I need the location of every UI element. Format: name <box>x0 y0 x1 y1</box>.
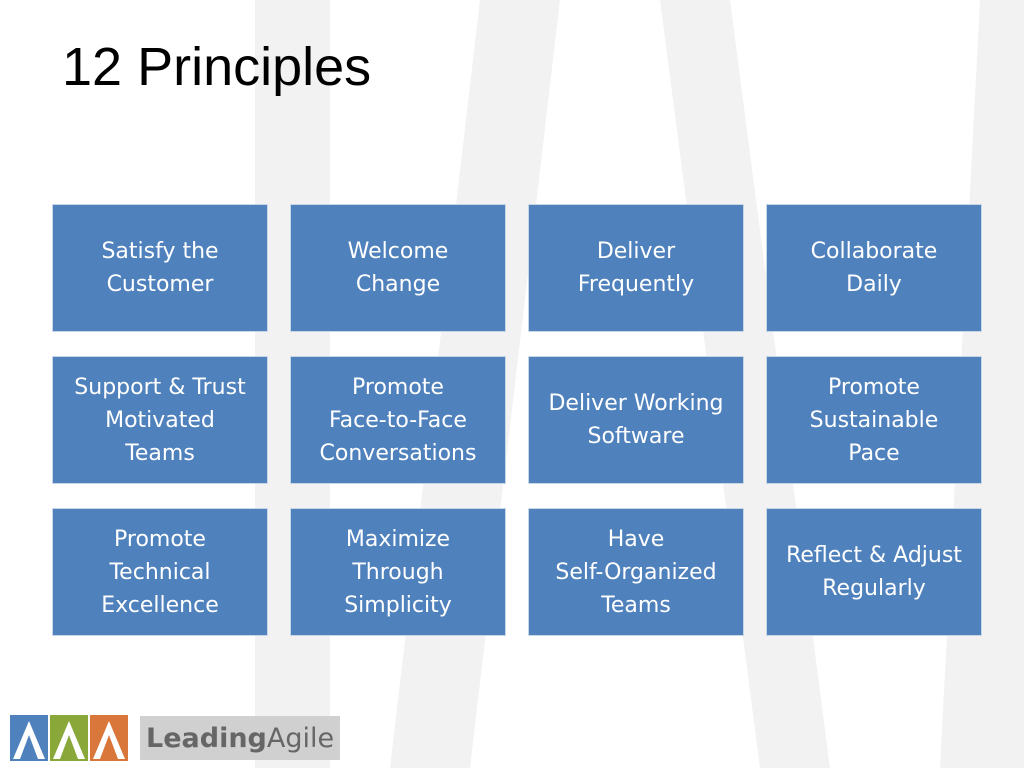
principle-tile: Collaborate Daily <box>767 205 981 331</box>
principle-tile: Satisfy the Customer <box>53 205 267 331</box>
brand-name-bold: Leading <box>146 722 267 754</box>
brand-name-light: Agile <box>266 722 335 754</box>
principle-label: Promote Sustainable Pace <box>809 374 939 466</box>
principle-label: Collaborate Daily <box>810 239 938 297</box>
green-arrow-icon <box>50 715 88 761</box>
principle-tile: Promote Technical Excellence <box>53 509 267 635</box>
principle-tile: Welcome Change <box>291 205 505 331</box>
principle-label: Promote Technical Excellence <box>101 526 219 618</box>
leadingagile-logo: Leading Agile <box>10 714 341 762</box>
orange-arrow-icon <box>90 715 128 761</box>
principle-tile: Deliver Working Software <box>529 357 743 483</box>
principle-label: Reflect & Adjust Regularly <box>786 543 962 601</box>
principle-tile: Maximize Through Simplicity <box>291 509 505 635</box>
principle-tile: Have Self-Organized Teams <box>529 509 743 635</box>
principle-label: Deliver Working Software <box>548 391 724 449</box>
principle-label: Maximize Through Simplicity <box>344 526 452 618</box>
slide-title: 12 Principles <box>62 37 372 97</box>
principle-tile: Promote Sustainable Pace <box>767 357 981 483</box>
principle-label: Deliver Frequently <box>577 239 695 297</box>
principle-tile: Promote Face-to-Face Conversations <box>291 357 505 483</box>
principle-tile: Deliver Frequently <box>529 205 743 331</box>
principle-label: Promote Face-to-Face Conversations <box>319 374 477 466</box>
principles-grid: Satisfy the Customer Welcome Change Deli… <box>53 205 981 635</box>
blue-arrow-icon <box>10 715 48 761</box>
principle-label: Satisfy the Customer <box>101 239 219 297</box>
principle-label: Welcome Change <box>347 239 449 297</box>
principle-label: Support & Trust Motivated Teams <box>74 374 246 466</box>
principle-label: Have Self-Organized Teams <box>555 526 717 618</box>
principle-tile: Support & Trust Motivated Teams <box>53 357 267 483</box>
principle-tile: Reflect & Adjust Regularly <box>767 509 981 635</box>
brand-wordmark: Leading Agile <box>140 716 341 760</box>
